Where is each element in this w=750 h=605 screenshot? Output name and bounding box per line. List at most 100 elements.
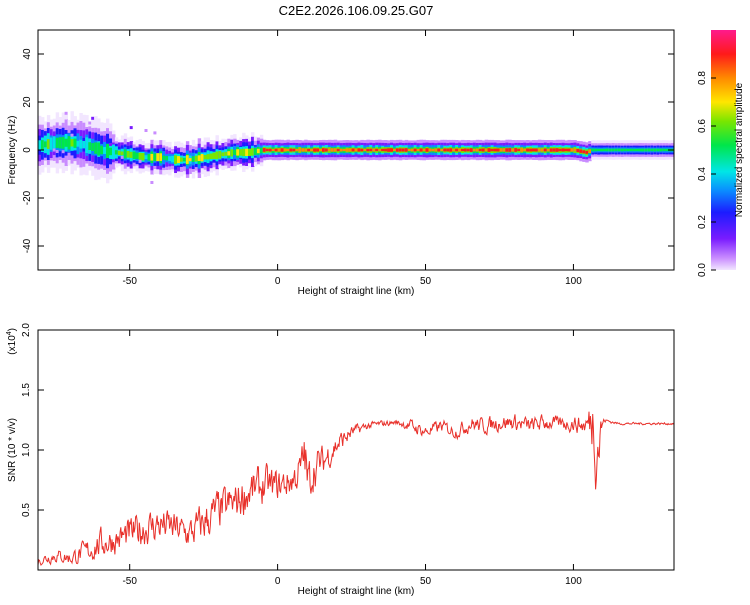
spectrogram-cell: [194, 155, 199, 162]
spectrogram-cell: [274, 148, 279, 152]
snr-y-tick-label: 1.5: [21, 383, 32, 397]
spectrogram-cell: [546, 148, 551, 152]
spectrogram-y-tick-label: -20: [22, 190, 33, 205]
spectrogram-speckle: [52, 148, 56, 152]
spectrogram-cell: [265, 148, 270, 152]
spectrogram-cell: [319, 148, 323, 152]
spectrogram-cell: [336, 148, 341, 152]
spectrogram-cell: [191, 156, 196, 162]
spectrogram-cell: [393, 148, 397, 152]
snr-multiplier: (x104): [6, 328, 18, 355]
spectrogram-cell: [452, 148, 456, 152]
spectrogram-cell: [620, 148, 625, 152]
spectrogram-cell: [662, 148, 666, 152]
snr-series-line: [37, 411, 675, 566]
spectrogram-cell: [188, 158, 193, 162]
spectrogram-cell: [597, 148, 601, 152]
spectrogram-cell: [564, 148, 568, 152]
spectrogram-cell: [375, 148, 379, 152]
spectrogram-cell: [85, 137, 89, 153]
spectrogram-cell: [535, 148, 539, 152]
spectrogram-cell: [162, 155, 166, 160]
spectrogram-cell: [41, 140, 45, 150]
spectrogram-cell: [236, 149, 240, 156]
spectrogram-cell: [644, 148, 648, 152]
spectrogram-cell: [67, 136, 71, 150]
spectrogram-cell: [91, 143, 95, 151]
spectrogram-cell: [390, 148, 394, 152]
spectrogram-cell: [94, 142, 98, 154]
spectrogram-cell: [76, 140, 80, 147]
spectrogram-cell: [182, 157, 187, 162]
spectrogram-x-tick-label: 100: [565, 276, 582, 287]
spectrogram-cell: [38, 140, 42, 151]
snr-marks: [37, 411, 675, 566]
spectrogram-cell: [579, 149, 583, 153]
spectrogram-speckle: [61, 150, 65, 154]
spectrogram-cell: [626, 148, 631, 152]
spectrogram-cell: [268, 148, 273, 152]
snr-x-tick-label: 50: [420, 576, 432, 587]
spectrogram-cell: [384, 148, 388, 152]
spectrogram-cell: [360, 148, 364, 152]
spectrogram-cell: [327, 148, 332, 152]
spectrogram-cell: [126, 151, 131, 158]
spectrogram-cell: [292, 148, 296, 152]
spectrogram-cell: [481, 148, 486, 152]
spectrogram-cell: [171, 155, 175, 163]
spectrogram-cell: [342, 148, 347, 152]
spectrogram-cell: [322, 148, 326, 152]
spectrogram-cell: [52, 136, 57, 151]
spectrogram-cell: [271, 148, 276, 152]
spectrogram-cell: [588, 149, 592, 153]
spectrogram-cell: [549, 148, 554, 152]
spectrogram-cell: [635, 148, 639, 152]
spectrogram-cell: [369, 148, 373, 152]
snr-y-axis-title: SNR (10 * v/v): [7, 418, 18, 482]
spectrogram-cell: [499, 148, 503, 152]
spectrogram-cell: [387, 148, 391, 152]
colorbar-tick-label: 0.2: [697, 215, 708, 229]
snr-panel: -50 0 50 100 2.0 1.5 1.0 0.5 Height of straigh…: [6, 323, 675, 597]
spectrogram-cell: [611, 148, 616, 152]
spectrogram-cell: [138, 152, 142, 160]
spectrogram-cell: [594, 148, 598, 152]
spectrogram-cell: [623, 148, 628, 152]
spectrogram-cell: [363, 148, 367, 152]
spectrogram-y-tick-label: 0: [22, 147, 33, 153]
snr-x-tick-label: 100: [565, 576, 582, 587]
spectrogram-cell: [203, 155, 208, 160]
spectrogram-cell: [431, 148, 435, 152]
chart-title: C2E2.2026.106.09.25.G07: [279, 3, 434, 18]
spectrogram-cell: [638, 148, 642, 152]
spectrogram-cell: [61, 136, 66, 149]
spectrogram-cell: [304, 148, 308, 152]
spectrogram-cell: [339, 148, 344, 152]
spectrogram-speckle: [88, 121, 92, 125]
spectrogram-cell: [520, 148, 524, 152]
spectrogram-cell: [372, 148, 376, 152]
spectrogram-cell: [532, 148, 536, 152]
spectrogram-cell: [413, 148, 418, 152]
spectrogram-cell: [348, 148, 352, 152]
spectrogram-cell: [174, 155, 178, 164]
spectrogram-cell: [286, 148, 290, 152]
spectrogram-cell: [168, 156, 172, 161]
spectrogram-cell: [233, 149, 237, 156]
spectrogram-cell: [156, 153, 160, 162]
snr-x-ticks: -50 0 50 100: [122, 330, 582, 587]
spectrogram-cell: [555, 148, 560, 152]
spectrogram-x-tick-label: -50: [122, 276, 137, 287]
snr-x-tick-label: 0: [275, 576, 281, 587]
spectrogram-cell: [345, 148, 349, 152]
spectrogram-cell: [313, 148, 317, 152]
spectrogram-cell: [227, 151, 231, 156]
snr-x-tick-label: -50: [122, 576, 137, 587]
spectrogram-cell: [43, 141, 48, 148]
spectrogram-cell: [437, 148, 441, 152]
spectrogram-cell: [55, 137, 60, 148]
spectrogram-cell: [446, 148, 450, 152]
snr-y-tick-label: 1.0: [21, 443, 32, 457]
spectrogram-cell: [245, 148, 249, 156]
spectrogram-cell: [253, 147, 258, 155]
